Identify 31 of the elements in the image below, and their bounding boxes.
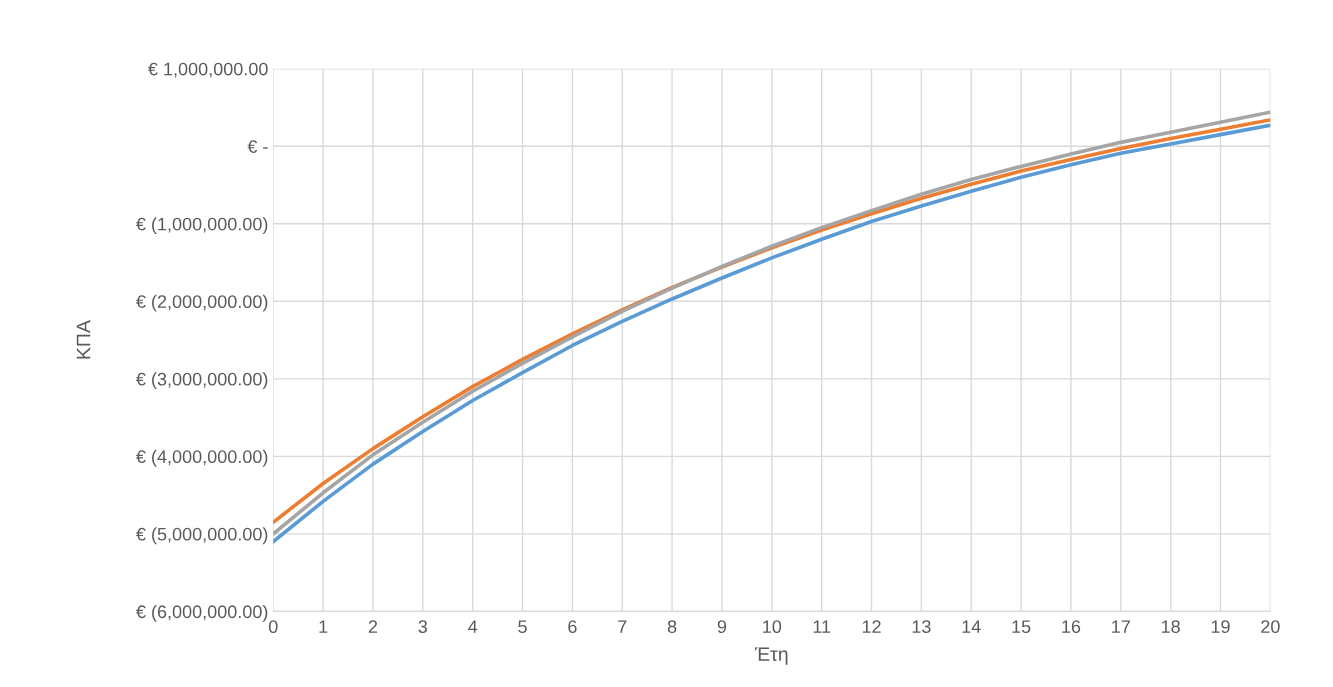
y-axis-title: ΚΠΑ	[76, 320, 91, 359]
y-tick-label: € 1,000,000.00	[148, 62, 268, 78]
x-tick-label: 1	[319, 620, 328, 633]
x-tick-label: 20	[1261, 620, 1280, 634]
x-tick-label: 11	[813, 620, 831, 633]
x-tick-label: 10	[763, 620, 782, 634]
y-tick-label: € (4,000,000.00)	[136, 449, 268, 467]
x-tick-label: 5	[518, 620, 527, 634]
x-tick-label: 7	[618, 620, 627, 633]
y-tick-label: € (3,000,000.00)	[136, 372, 268, 390]
x-tick-label: 0	[268, 620, 278, 634]
x-axis-title: Έτη	[754, 647, 788, 665]
y-tick-label: € -	[247, 140, 268, 153]
x-tick-label: 19	[1211, 620, 1230, 634]
y-tick-label: € (5,000,000.00)	[136, 527, 268, 545]
x-tick-label: 8	[667, 620, 677, 634]
x-tick-label: 4	[468, 620, 478, 633]
x-tick-label: 9	[717, 620, 727, 634]
x-tick-label: 3	[418, 620, 428, 634]
x-tick-label: 12	[862, 620, 881, 633]
x-tick-label: 18	[1161, 620, 1180, 634]
x-tick-label: 14	[962, 620, 981, 633]
y-tick-label: € (1,000,000.00)	[136, 217, 268, 235]
y-tick-label: € (2,000,000.00)	[136, 294, 268, 312]
x-tick-label: 17	[1112, 620, 1130, 633]
x-tick-label: 2	[368, 620, 378, 633]
y-tick-label: € (6,000,000.00)	[136, 604, 268, 622]
x-tick-label: 16	[1062, 620, 1081, 634]
x-tick-label: 13	[912, 620, 931, 634]
x-tick-label: 15	[1012, 620, 1031, 634]
x-tick-label: 6	[568, 620, 577, 634]
